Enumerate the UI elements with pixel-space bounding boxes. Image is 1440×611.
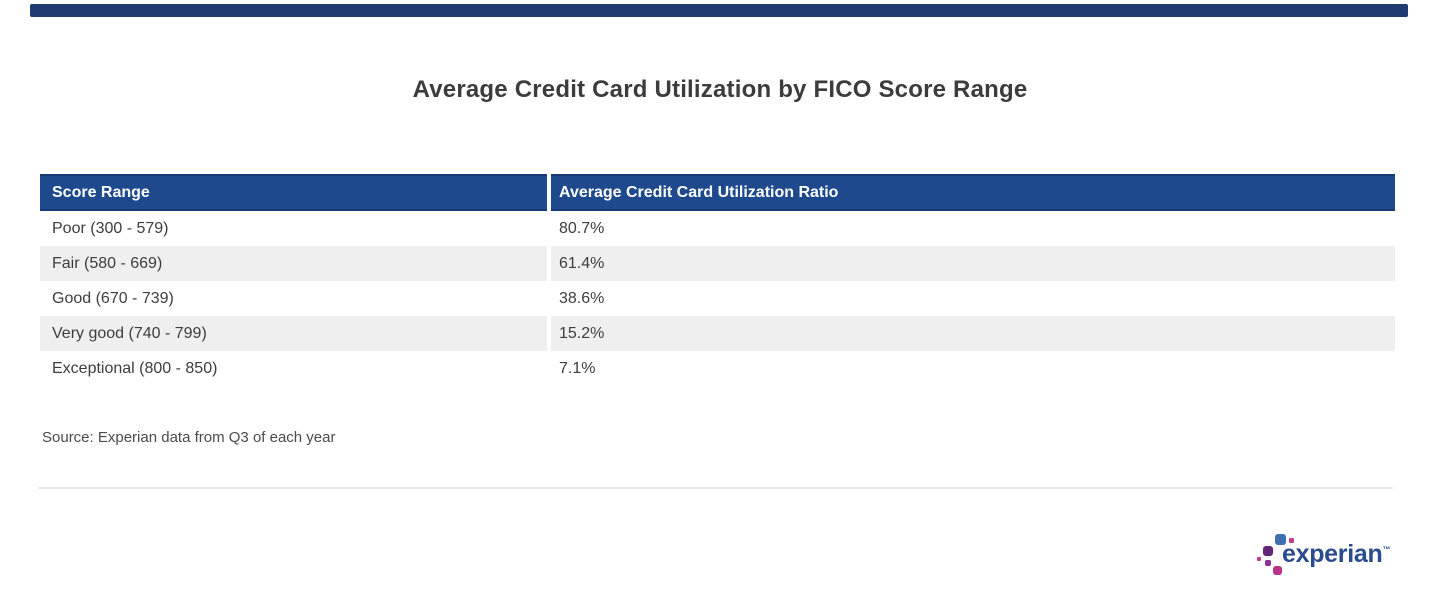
logo-square-blue-icon <box>1275 534 1286 545</box>
utilization-cell: 15.2% <box>547 316 1395 351</box>
trademark-symbol: ™ <box>1382 545 1391 554</box>
top-accent-bar <box>30 4 1408 17</box>
score-range-cell: Very good (740 - 799) <box>40 316 549 351</box>
chart-title: Average Credit Card Utilization by FICO … <box>412 76 1028 103</box>
table-row: Good (670 - 739) 38.6% <box>40 281 1395 316</box>
experian-wordmark: experian™ <box>1282 540 1390 569</box>
score-range-column-header: Score Range <box>40 174 549 211</box>
footer-divider <box>38 487 1393 489</box>
utilization-cell: 38.6% <box>547 281 1395 316</box>
source-note: Source: Experian data from Q3 of each ye… <box>42 429 336 446</box>
data-table: Score Range Average Credit Card Utilizat… <box>40 174 1395 386</box>
experian-logo: experian™ <box>1250 528 1410 580</box>
table-row: Exceptional (800 - 850) 7.1% <box>40 351 1395 386</box>
table-header-row: Score Range Average Credit Card Utilizat… <box>40 174 1395 211</box>
utilization-column-header: Average Credit Card Utilization Ratio <box>547 174 1395 211</box>
score-range-cell: Poor (300 - 579) <box>40 210 549 246</box>
table-container: Score Range Average Credit Card Utilizat… <box>40 174 1395 386</box>
table-row: Very good (740 - 799) 15.2% <box>40 316 1395 351</box>
logo-square-magenta-icon <box>1273 566 1282 575</box>
table-row: Fair (580 - 669) 61.4% <box>40 246 1395 281</box>
score-range-cell: Good (670 - 739) <box>40 281 549 316</box>
experian-wordmark-text: experian <box>1282 540 1383 568</box>
score-range-cell: Exceptional (800 - 850) <box>40 351 549 386</box>
utilization-cell: 61.4% <box>547 246 1395 281</box>
logo-square-purple-small-icon <box>1265 560 1271 566</box>
score-range-cell: Fair (580 - 669) <box>40 246 549 281</box>
utilization-cell: 80.7% <box>547 210 1395 246</box>
logo-square-magenta-small-icon <box>1289 538 1294 543</box>
utilization-cell: 7.1% <box>547 351 1395 386</box>
logo-dot-magenta-icon <box>1257 557 1261 561</box>
logo-square-purple-icon <box>1263 546 1273 556</box>
table-row: Poor (300 - 579) 80.7% <box>40 210 1395 246</box>
